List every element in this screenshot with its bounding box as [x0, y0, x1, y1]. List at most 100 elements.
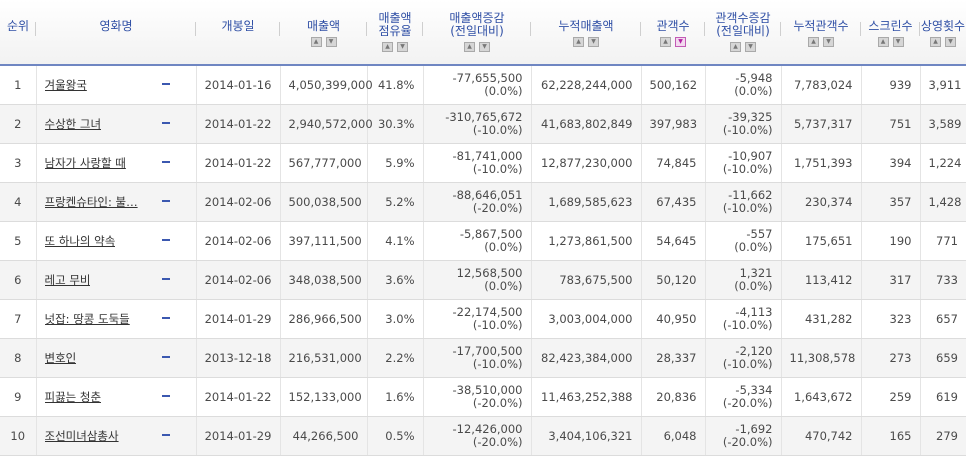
audience-value: 397,983: [649, 117, 698, 131]
cell-sales: 567,777,000: [280, 143, 368, 183]
cell-cum-audience: 431,282: [781, 299, 862, 339]
cell-cum-audience: 113,412: [781, 260, 862, 300]
cell-audience: 74,845: [641, 143, 706, 183]
cell-sales-change: -12,426,000 (-20.0%): [423, 416, 532, 456]
table-header-row: 순위 영화명 개봉일 매출액 ▲ ▼ 매출액 점유율 ▲ ▼ 매출액증감 (전일대비) ▲ ▼ 누적매출액 ▲…: [0, 0, 966, 66]
cell-audience: 40,950: [641, 299, 706, 339]
sort-down-icon[interactable]: ▼: [675, 37, 686, 47]
audience-value: 74,845: [656, 156, 697, 170]
sort-down-icon[interactable]: ▼: [892, 37, 904, 47]
sort-down-icon[interactable]: ▼: [479, 42, 490, 52]
sort-up-icon[interactable]: ▲: [464, 42, 475, 52]
share-value: 5.9%: [385, 156, 415, 170]
cum-sales-value: 41,683,802,849: [541, 117, 633, 131]
cum-audience-value: 1,643,672: [793, 390, 853, 404]
sales-value: 216,531,000: [288, 351, 362, 365]
screens-value: 165: [889, 429, 912, 443]
sales-change-pct: (0.0%): [484, 279, 523, 293]
movie-title-link[interactable]: 남자가 사랑할 때: [44, 156, 126, 170]
sort-down-icon[interactable]: ▼: [397, 42, 408, 52]
sort-down-icon[interactable]: ▼: [588, 37, 599, 47]
sort-up-icon[interactable]: ▲: [573, 37, 584, 47]
cell-share: 0.5%: [367, 416, 424, 456]
sales-change-pct: (-10.0%): [472, 162, 523, 176]
movie-title-link[interactable]: 변호인: [44, 351, 77, 365]
sort-up-icon[interactable]: ▲: [310, 37, 322, 47]
sort-up-icon[interactable]: ▲: [660, 37, 671, 47]
aud-change-pct: (-10.0%): [722, 162, 773, 176]
cum-sales-value: 3,003,004,000: [548, 312, 633, 326]
table-row: 7 넛잡: 땅콩 도둑들 2014-01-29 286,966,500 3.0% -22,…: [0, 299, 966, 339]
movie-title-link[interactable]: 또 하나의 약속: [44, 234, 116, 248]
cell-audience: 500,162: [641, 65, 706, 105]
movie-title-link[interactable]: 겨울왕국: [44, 78, 87, 92]
sales-change-pct: (-20.0%): [472, 201, 523, 215]
movie-title-link[interactable]: 넛잡: 땅콩 도둑들: [44, 312, 130, 326]
sales-change-value: -88,646,051: [452, 188, 523, 202]
cell-screens: 273: [861, 338, 921, 378]
sort-up-icon[interactable]: ▲: [877, 37, 889, 47]
shows-value: 1,224: [928, 156, 962, 170]
cell-sales-change: -17,700,500 (-10.0%): [423, 338, 532, 378]
header-label: 누적매출액: [558, 19, 614, 33]
movie-title-link[interactable]: 수상한 그녀: [44, 117, 102, 131]
sort-down-icon[interactable]: ▼: [745, 42, 756, 52]
release-date: 2014-01-29: [204, 312, 272, 326]
cell-screens: 751: [861, 104, 921, 144]
cell-shows: 3,911: [920, 65, 966, 105]
table-row: 8 변호인 2013-12-18 216,531,000 2.2% -17,700,500…: [0, 338, 966, 378]
release-date: 2013-12-18: [204, 351, 272, 365]
cum-sales-value: 3,404,106,321: [548, 429, 633, 443]
aud-change-value: -1,692: [735, 422, 773, 436]
movie-title-link[interactable]: 레고 무비: [44, 273, 91, 287]
rank-value: 6: [14, 273, 22, 287]
sales-change-pct: (-20.0%): [472, 396, 523, 410]
sort-up-icon[interactable]: ▲: [382, 42, 393, 52]
movie-title-link[interactable]: 피끓는 청춘: [44, 390, 102, 404]
cell-aud-change: -1,692 (-20.0%): [705, 416, 782, 456]
header-sales-change: 매출액증감 (전일대비) ▲ ▼: [423, 0, 531, 66]
cell-rank: 4: [0, 182, 37, 222]
sort-up-icon[interactable]: ▲: [808, 37, 819, 47]
cell-share: 3.0%: [367, 299, 424, 339]
audience-value: 67,435: [656, 195, 697, 209]
sales-change-value: -310,765,672: [445, 110, 523, 124]
header-label: 매출액: [306, 19, 341, 33]
rank-value: 3: [14, 156, 22, 170]
movie-title-link[interactable]: 프랑켄슈타인: 불…: [44, 195, 138, 209]
cell-shows: 659: [920, 338, 966, 378]
aud-change-value: -4,113: [735, 305, 773, 319]
cell-sales: 286,966,500: [280, 299, 368, 339]
cum-audience-value: 230,374: [804, 195, 853, 209]
cell-sales: 397,111,500: [280, 221, 368, 261]
cell-title: 레고 무비: [36, 260, 197, 300]
share-value: 30.3%: [377, 117, 415, 131]
sort-down-icon[interactable]: ▼: [823, 37, 834, 47]
cell-title: 피끓는 청춘: [36, 377, 197, 417]
cell-aud-change: -2,120 (-10.0%): [705, 338, 782, 378]
cum-audience-value: 113,412: [804, 273, 853, 287]
sort-down-icon[interactable]: ▼: [325, 37, 337, 47]
sales-value: 500,038,500: [288, 195, 362, 209]
share-value: 41.8%: [377, 78, 415, 92]
header-title: 영화명: [36, 0, 196, 66]
cell-rank: 10: [0, 416, 37, 456]
header-label: 매출액증감 (전일대비): [423, 0, 531, 38]
sort-up-icon[interactable]: ▲: [930, 37, 941, 47]
cell-rank: 5: [0, 221, 37, 261]
audience-value: 28,337: [656, 351, 697, 365]
header-divider: [640, 22, 641, 36]
release-date: 2014-01-16: [204, 78, 272, 92]
sort-controls: ▲ ▼: [280, 37, 367, 47]
sort-down-icon[interactable]: ▼: [945, 37, 956, 47]
table-body: 1 겨울왕국 2014-01-16 4,050,399,000 41.8% -77,655…: [0, 65, 966, 456]
cell-share: 41.8%: [367, 65, 424, 105]
sales-change-value: -22,174,500: [452, 305, 523, 319]
cell-cum-sales: 41,683,802,849: [531, 104, 642, 144]
cell-cum-audience: 5,737,317: [781, 104, 862, 144]
share-value: 2.2%: [385, 351, 415, 365]
sort-up-icon[interactable]: ▲: [730, 42, 741, 52]
movie-title-link[interactable]: 조선미녀삼총사: [44, 429, 119, 443]
cell-cum-sales: 62,228,244,000: [531, 65, 642, 105]
